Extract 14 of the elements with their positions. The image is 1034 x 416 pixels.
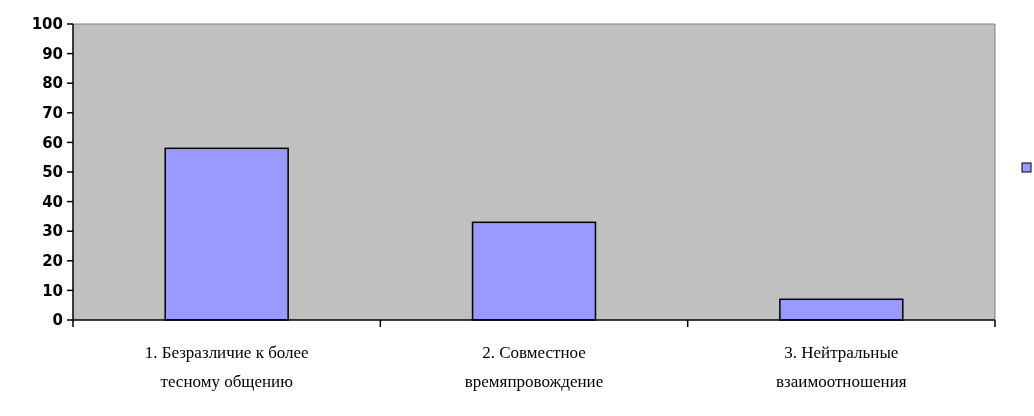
y-tick-label: 20 — [42, 252, 63, 271]
y-tick-label: 80 — [42, 74, 63, 93]
y-tick-label: 0 — [52, 311, 63, 330]
y-tick-label: 40 — [42, 192, 63, 211]
y-tick-label: 70 — [42, 104, 63, 123]
x-tick-label: 1. Безразличие к более тесному общению — [144, 343, 309, 391]
y-tick-label: 100 — [31, 15, 63, 34]
y-tick-label: 90 — [42, 44, 63, 63]
x-tick-label: 3. Нейтральные взаимоотношения — [776, 343, 907, 391]
y-tick-label: 30 — [42, 222, 63, 241]
x-tick-label: 2. Совместное времяпровождение — [464, 343, 604, 391]
y-tick-label: 10 — [42, 281, 63, 300]
y-tick-label: 60 — [42, 133, 63, 152]
y-tick-label: 50 — [42, 163, 63, 182]
